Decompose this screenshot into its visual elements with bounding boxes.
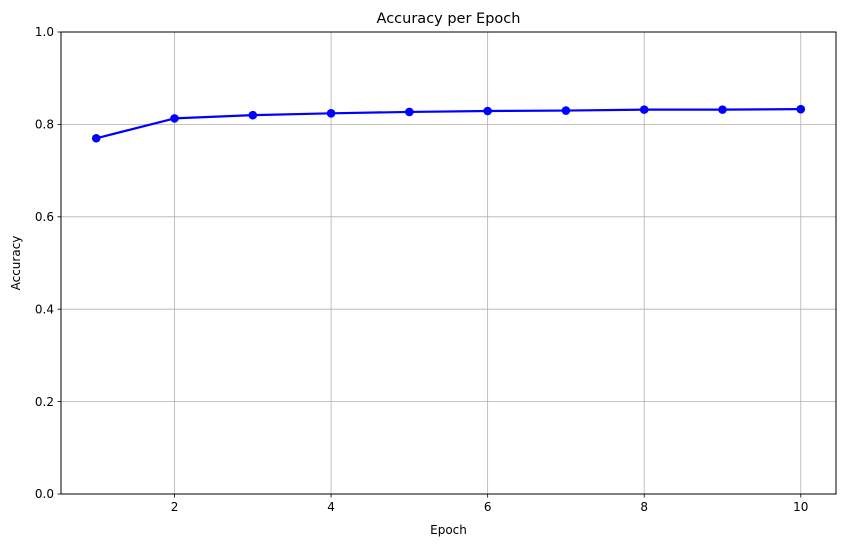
data-point [718, 105, 727, 114]
y-tick-label: 1.0 [35, 25, 54, 39]
x-axis-label: Epoch [430, 523, 467, 537]
data-point [483, 106, 492, 116]
data-point [91, 133, 101, 143]
data-point [561, 106, 571, 115]
y-tick-label: 0.4 [35, 302, 54, 316]
y-axis-label: Accuracy [9, 236, 23, 291]
series-line [95, 108, 802, 140]
data-point [248, 110, 258, 120]
chart-title: Accuracy per Epoch [377, 11, 521, 27]
y-tick-label: 0.2 [35, 395, 54, 409]
data-point [405, 107, 414, 117]
plot-frame [60, 31, 837, 495]
x-tick-label: 10 [793, 500, 808, 514]
grid-lines [61, 31, 836, 495]
series-layer [91, 104, 806, 143]
x-tick-label: 2 [171, 500, 179, 514]
y-tick-label: 0.0 [35, 487, 54, 501]
x-tick-label: 4 [327, 500, 335, 514]
y-tick-label: 0.8 [35, 118, 54, 132]
data-point [639, 105, 649, 114]
x-tick-label: 6 [484, 500, 492, 514]
tick-labels: 2 4 6 8 10 0.0 0.2 0.4 0.6 0.8 1.0 [35, 25, 809, 514]
data-point [170, 114, 179, 123]
data-point [326, 109, 336, 118]
x-tick-label: 8 [640, 500, 648, 514]
tick-marks [57, 31, 802, 498]
data-point [796, 104, 806, 114]
y-tick-label: 0.6 [35, 210, 54, 224]
